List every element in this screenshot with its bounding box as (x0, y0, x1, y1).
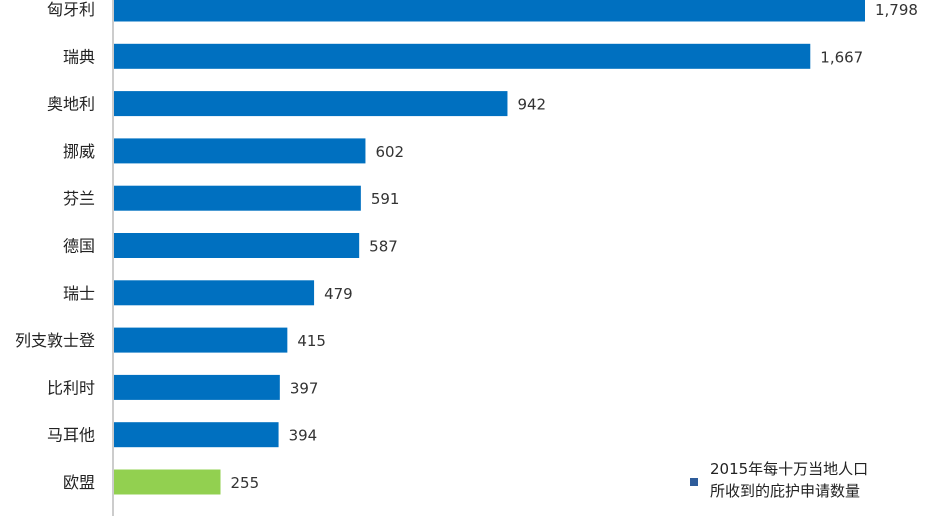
category-label-10: 欧盟 (63, 473, 95, 492)
bars-group (114, 0, 865, 495)
value-label-8: 397 (290, 379, 319, 397)
bar-5 (114, 233, 360, 258)
value-label-0: 1,798 (875, 1, 918, 19)
legend-line-2: 所收到的庇护申请数量 (710, 482, 861, 500)
category-label-2: 奥地利 (47, 95, 95, 114)
category-label-1: 瑞典 (63, 47, 95, 66)
bar-3 (114, 138, 366, 164)
value-label-5: 587 (369, 238, 398, 256)
value-label-6: 479 (324, 285, 353, 303)
bar-10 (114, 469, 221, 495)
category-label-4: 芬兰 (63, 189, 95, 208)
category-label-5: 德国 (63, 237, 95, 256)
value-labels-group: 1,798 1,667 942 602 591 587 479 415 397 394 255 (231, 1, 918, 492)
bar-0 (114, 0, 865, 22)
legend-swatch (690, 478, 698, 486)
value-label-7: 415 (297, 332, 326, 350)
value-label-2: 942 (517, 96, 546, 114)
bar-2 (114, 91, 508, 117)
bar-6 (114, 280, 315, 306)
category-label-7: 列支敦士登 (15, 331, 95, 350)
bar-4 (114, 185, 361, 211)
legend-text: 2015年每十万当地人口 所收到的庇护申请数量 (710, 458, 868, 502)
legend-line-1: 2015年每十万当地人口 (710, 460, 869, 478)
category-label-0: 匈牙利 (47, 0, 95, 19)
category-label-6: 瑞士 (63, 284, 95, 303)
category-label-8: 比利时 (47, 378, 95, 397)
bar-8 (114, 374, 280, 400)
bar-1 (114, 43, 811, 69)
category-label-9: 马耳他 (47, 426, 95, 445)
value-label-9: 394 (289, 427, 318, 445)
category-label-3: 挪威 (63, 142, 95, 161)
value-label-4: 591 (371, 190, 400, 208)
value-label-3: 602 (375, 143, 404, 161)
bar-9 (114, 422, 279, 448)
value-label-1: 1,667 (820, 48, 863, 66)
value-label-10: 255 (231, 474, 260, 492)
bar-7 (114, 327, 288, 353)
